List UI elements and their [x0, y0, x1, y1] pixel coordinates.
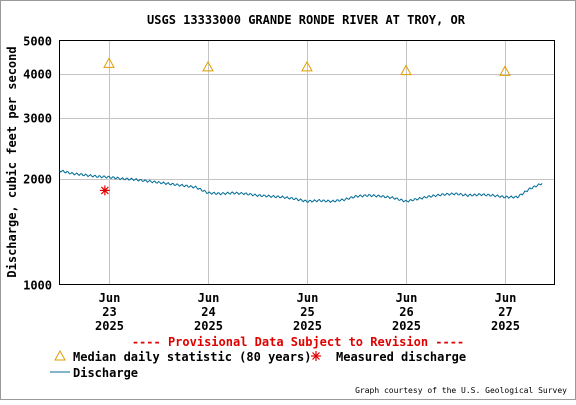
legend-label-median: Median daily statistic (80 years)	[73, 350, 311, 364]
legend-discharge-item: Discharge	[50, 366, 138, 380]
y-tick-label: 2000	[23, 173, 52, 187]
median-marker	[103, 57, 115, 68]
y-tick-label: 1000	[23, 279, 52, 293]
y-axis-ticks: 1000 2000 3000 4000 5000	[23, 35, 52, 293]
legend-asterisk-icon	[311, 351, 321, 361]
graph-credit: Graph courtesy of the U.S. Geological Su…	[355, 386, 567, 395]
legend-measured-item: Measured discharge	[311, 350, 466, 364]
x-tick-label-line: 27	[498, 305, 512, 319]
median-marker	[400, 64, 412, 76]
legend-label-discharge: Discharge	[73, 366, 138, 380]
x-tick-label-line: 2025	[392, 319, 421, 333]
x-tick-label-line: Jun	[396, 291, 418, 305]
x-tick-label-line: 25	[300, 305, 314, 319]
x-tick-label-line: 23	[102, 305, 116, 319]
plot-series	[59, 57, 543, 204]
provisional-annotation: ---- Provisional Data Subject to Revisio…	[132, 335, 464, 349]
grid-lines	[59, 40, 555, 285]
x-tick-label-line: 2025	[194, 319, 223, 333]
y-tick-label: 3000	[23, 112, 52, 126]
x-tick-label-line: 2025	[491, 319, 520, 333]
y-tick-label: 4000	[23, 68, 52, 82]
median-marker	[301, 60, 313, 72]
median-marker	[499, 65, 511, 76]
x-tick-label-line: 2025	[95, 319, 124, 333]
x-tick-label-line: 24	[201, 305, 215, 319]
legend-triangle-icon	[54, 349, 66, 361]
x-tick-label-line: Jun	[495, 291, 517, 305]
x-tick-label-line: Jun	[198, 291, 220, 305]
legend-label-measured: Measured discharge	[336, 350, 466, 364]
chart-title: USGS 13333000 GRANDE RONDE RIVER AT TROY…	[147, 13, 466, 27]
discharge-line	[59, 169, 543, 204]
x-tick-label-line: Jun	[99, 291, 121, 305]
x-axis-ticks: Jun232025Jun242025Jun252025Jun262025Jun2…	[95, 291, 520, 333]
legend-median-item: Median daily statistic (80 years)	[54, 349, 311, 364]
legend: Median daily statistic (80 years) Measur…	[50, 349, 466, 380]
x-tick-label-line: 2025	[293, 319, 322, 333]
x-tick-label-line: 26	[399, 305, 413, 319]
y-axis-label: Discharge, cubic feet per second	[5, 46, 19, 277]
x-tick-label-line: Jun	[297, 291, 319, 305]
plot-area-border	[59, 40, 555, 285]
median-marker	[202, 60, 214, 72]
y-tick-label: 5000	[23, 35, 52, 49]
measured-marker	[99, 185, 110, 196]
